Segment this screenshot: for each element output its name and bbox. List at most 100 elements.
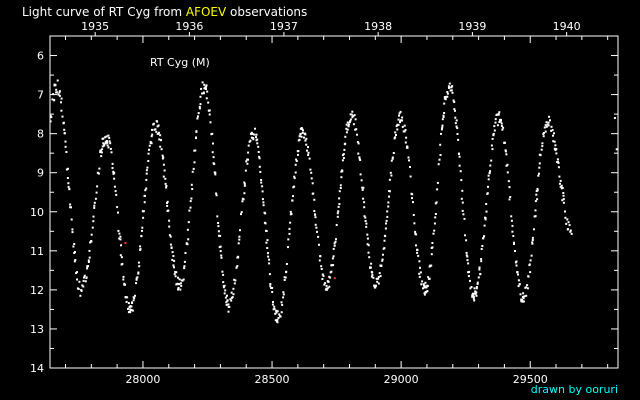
data-point: [256, 138, 259, 141]
data-point: [165, 186, 168, 189]
data-point: [391, 156, 394, 159]
data-point: [58, 94, 61, 97]
data-point: [230, 291, 233, 294]
data-point: [462, 213, 465, 216]
data-point: [151, 128, 153, 131]
data-point: [238, 235, 241, 238]
data-point: [423, 293, 426, 296]
data-point: [112, 172, 115, 175]
data-point: [561, 199, 564, 202]
data-point: [119, 254, 122, 257]
data-point: [418, 260, 421, 263]
data-point: [496, 113, 499, 116]
y-axis: 6 7 8 9 10 11 12 13 14: [30, 50, 618, 375]
highlight-point: [333, 277, 336, 280]
data-point: [92, 220, 95, 223]
data-point: [221, 270, 224, 273]
data-point: [275, 309, 278, 312]
data-point: [342, 153, 345, 156]
data-point: [195, 136, 197, 139]
year-tick-label: 1937: [270, 20, 298, 33]
data-point: [528, 263, 531, 266]
data-point: [385, 222, 387, 225]
data-point: [562, 192, 565, 194]
data-point: [425, 291, 428, 294]
data-point: [224, 296, 227, 299]
data-point: [134, 294, 136, 297]
data-point: [501, 128, 504, 131]
data-point: [348, 121, 351, 124]
data-point: [265, 241, 268, 244]
data-point: [552, 134, 554, 137]
data-point: [444, 98, 447, 101]
data-point: [431, 242, 434, 244]
data-point: [345, 127, 348, 130]
data-point: [415, 244, 417, 247]
data-point: [131, 309, 134, 312]
data-point: [336, 212, 339, 215]
data-point: [278, 313, 281, 316]
data-point: [222, 273, 225, 276]
data-point: [90, 240, 93, 243]
data-point: [549, 119, 551, 122]
data-point: [355, 128, 358, 131]
y-tick-label: 10: [30, 206, 44, 219]
data-point: [455, 125, 458, 128]
data-point: [227, 310, 230, 313]
data-point: [408, 159, 410, 162]
data-point: [109, 142, 112, 145]
data-point: [376, 280, 379, 283]
data-point: [142, 216, 145, 219]
data-point: [454, 116, 457, 119]
data-point: [334, 240, 337, 243]
data-point: [483, 224, 486, 227]
data-point: [426, 290, 429, 293]
data-point: [381, 259, 384, 262]
data-point: [357, 152, 360, 155]
data-point: [343, 148, 346, 151]
data-point: [479, 273, 482, 276]
highlight-point: [124, 242, 127, 245]
data-point: [461, 209, 464, 212]
data-point: [386, 210, 389, 213]
data-point: [288, 227, 291, 230]
data-point: [127, 307, 129, 310]
data-point: [225, 303, 228, 306]
data-point: [159, 134, 162, 137]
data-point: [447, 85, 450, 88]
data-point: [328, 285, 331, 288]
data-point: [485, 210, 488, 213]
data-point: [538, 172, 540, 175]
data-point: [310, 177, 313, 180]
data-point: [235, 266, 238, 269]
data-point: [365, 222, 368, 225]
data-point: [65, 151, 68, 153]
data-point: [230, 299, 233, 302]
data-point: [550, 125, 553, 128]
data-point: [569, 229, 572, 232]
data-point: [160, 139, 162, 142]
data-point: [214, 173, 217, 176]
data-point: [364, 220, 367, 222]
data-point: [132, 299, 135, 302]
data-point: [547, 124, 550, 127]
data-point: [176, 282, 179, 285]
data-point: [333, 242, 336, 245]
data-point: [450, 86, 453, 89]
data-point: [475, 286, 478, 288]
data-point: [164, 182, 167, 185]
data-point: [529, 271, 532, 274]
data-point: [553, 140, 556, 143]
data-point: [219, 245, 222, 248]
data-point: [455, 119, 458, 122]
data-point: [366, 237, 369, 240]
data-point: [443, 102, 446, 105]
data-point: [114, 190, 117, 193]
data-point: [383, 247, 386, 250]
data-point: [425, 286, 428, 289]
data-point: [381, 258, 384, 261]
data-point: [71, 228, 74, 231]
data-point: [203, 83, 206, 86]
data-point: [250, 136, 253, 139]
data-point: [332, 255, 335, 258]
